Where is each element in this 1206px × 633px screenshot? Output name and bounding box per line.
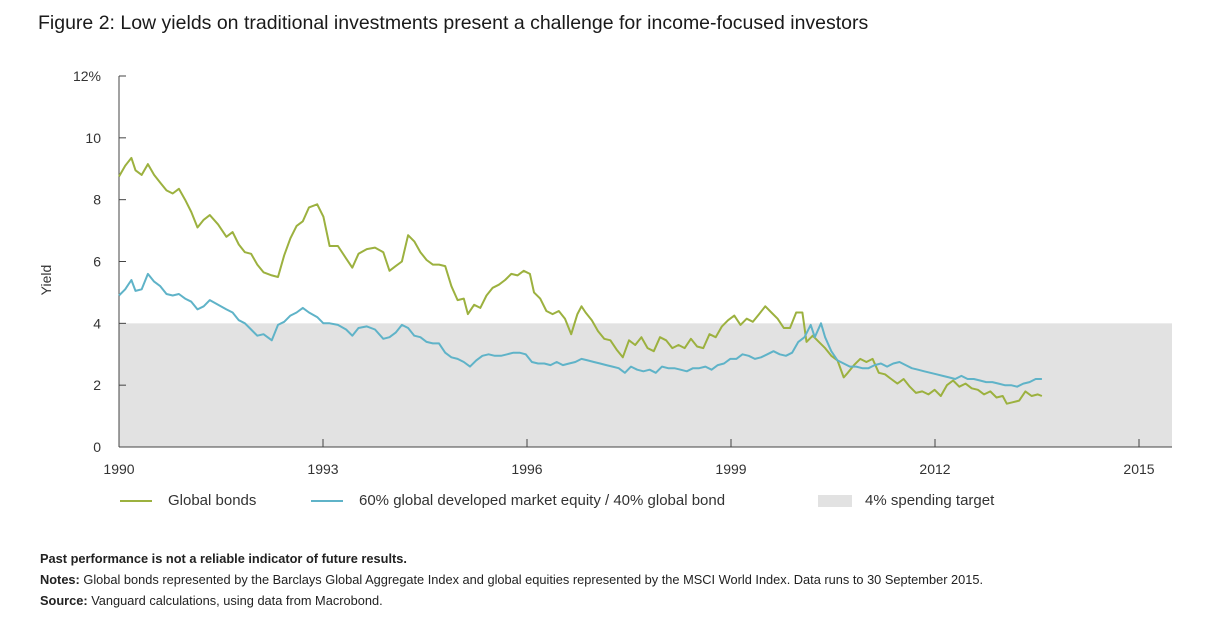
legend-item-global-bonds: Global bonds: [120, 492, 256, 509]
legend-label-spending-target: 4% spending target: [865, 492, 995, 509]
notes-label: Notes:: [40, 572, 80, 587]
source-text: Vanguard calculations, using data from M…: [87, 593, 383, 608]
chart-title: Figure 2: Low yields on traditional inve…: [38, 12, 869, 34]
x-tick-label: 2012: [919, 461, 950, 477]
y-tick-label: 8: [93, 192, 101, 208]
chart-notes: Past performance is not a reliable indic…: [40, 548, 1180, 611]
series-line-global-bonds: [118, 156, 1043, 405]
y-tick-label: 4: [93, 315, 101, 331]
legend-swatch-60-40-portfolio: [311, 499, 343, 502]
disclaimer-text: Past performance is not a reliable indic…: [40, 551, 407, 566]
series-line-60-40-portfolio: [118, 272, 1042, 388]
notes-text: Global bonds represented by the Barclays…: [79, 572, 984, 587]
notes-line: Notes: Global bonds represented by the B…: [40, 569, 1180, 590]
y-tick-label: 2: [93, 377, 101, 393]
x-tick-label: 1993: [307, 461, 338, 477]
x-tick-label: 1996: [511, 461, 542, 477]
legend-item-spending-target: 4% spending target: [818, 492, 994, 509]
y-tick-label: 12%: [73, 68, 101, 84]
y-tick-label: 6: [93, 254, 101, 270]
source-line: Source: Vanguard calculations, using dat…: [40, 590, 1180, 611]
x-tick-label: 1990: [103, 461, 134, 477]
legend-item-60-40-portfolio: 60% global developed market equity / 40%…: [311, 492, 725, 509]
source-label: Source:: [40, 593, 88, 608]
legend-label-60-40-portfolio: 60% global developed market equity / 40%…: [359, 492, 726, 509]
legend-swatch-spending-target: [818, 494, 852, 507]
y-axis-label: Yield: [38, 265, 54, 296]
x-tick-label: 1999: [715, 461, 746, 477]
y-tick-label: 10: [85, 130, 101, 146]
legend-label-global-bonds: Global bonds: [168, 492, 257, 509]
chart-legend: Global bonds 60% global developed market…: [0, 492, 1206, 512]
legend-swatch-global-bonds: [120, 499, 152, 502]
x-tick-label: 2015: [1123, 461, 1154, 477]
y-tick-label: 0: [93, 439, 101, 455]
